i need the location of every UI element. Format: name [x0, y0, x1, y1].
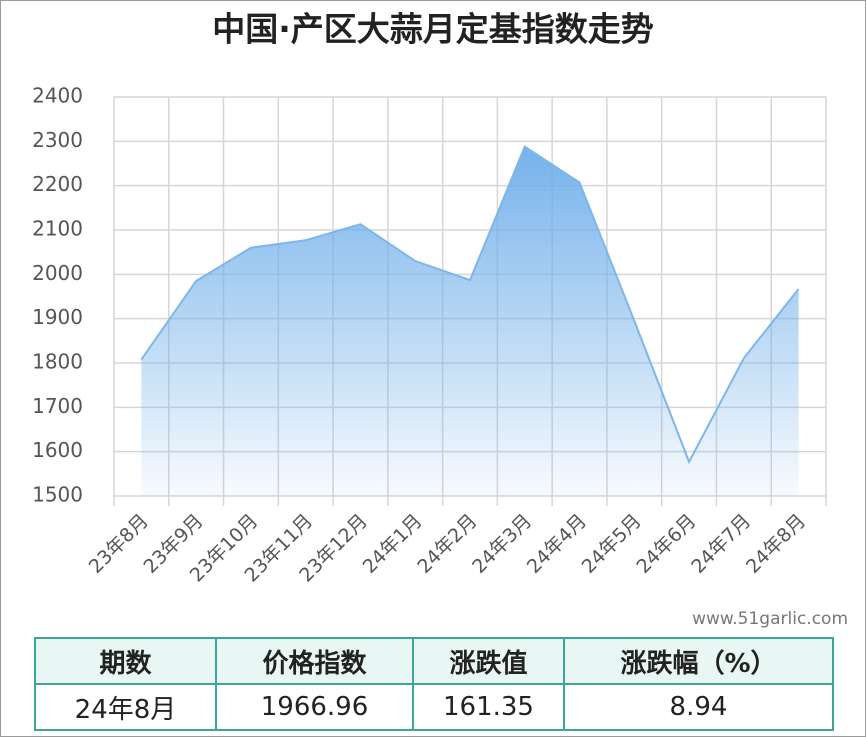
x-tick-label: 24年4月	[523, 510, 591, 578]
y-tick-label: 2100	[32, 217, 83, 241]
y-tick-label: 2200	[32, 172, 83, 196]
cell: 1966.96	[215, 683, 414, 731]
y-tick-label: 1800	[32, 350, 83, 374]
x-tick-label: 24年5月	[578, 510, 646, 578]
y-tick-label: 1600	[32, 438, 83, 462]
x-tick-label: 24年7月	[687, 510, 755, 578]
cell: 8.94	[563, 683, 834, 731]
line	[140, 145, 800, 465]
x-tick-label: 24年1月	[359, 510, 427, 578]
header-cell: 价格指数	[215, 637, 414, 685]
area	[141, 146, 799, 497]
y-tick-label: 2400	[32, 84, 83, 108]
y-tick-label: 1900	[32, 305, 83, 329]
x-tick-label: 23年8月	[85, 510, 153, 578]
x-tick-label: 24年3月	[468, 510, 536, 578]
y-tick-label: 2000	[32, 261, 83, 285]
x-tick-label: 24年2月	[413, 510, 481, 578]
watermark: www.51garlic.com	[692, 609, 848, 629]
cell: 161.35	[412, 683, 565, 731]
data-row: 24年8月 1966.96 161.35 8.94	[34, 683, 834, 731]
y-tick-label: 2300	[32, 128, 83, 152]
chart: 中国·产区大蒜月定基指数走势 www.51garlic.com 1500 1600…	[32, 10, 848, 630]
x-tick-label: 24年6月	[632, 510, 700, 578]
chart-title: 中国·产区大蒜月定基指数走势	[212, 10, 654, 49]
y-tick-label: 1700	[32, 394, 83, 418]
y-tick-label: 1500	[32, 483, 83, 507]
header-row: 期数 价格指数 涨跌值 涨跌幅（%）	[34, 637, 834, 685]
header-cell: 涨跌值	[412, 637, 565, 685]
cell: 24年8月	[34, 683, 217, 731]
header-cell: 期数	[34, 637, 217, 685]
header-cell: 涨跌幅（%）	[563, 637, 834, 685]
summary-table: 期数 价格指数 涨跌值 涨跌幅（%） 24年8月 1966.96 161.35 …	[34, 637, 834, 731]
x-tick-label: 24年8月	[742, 510, 810, 578]
